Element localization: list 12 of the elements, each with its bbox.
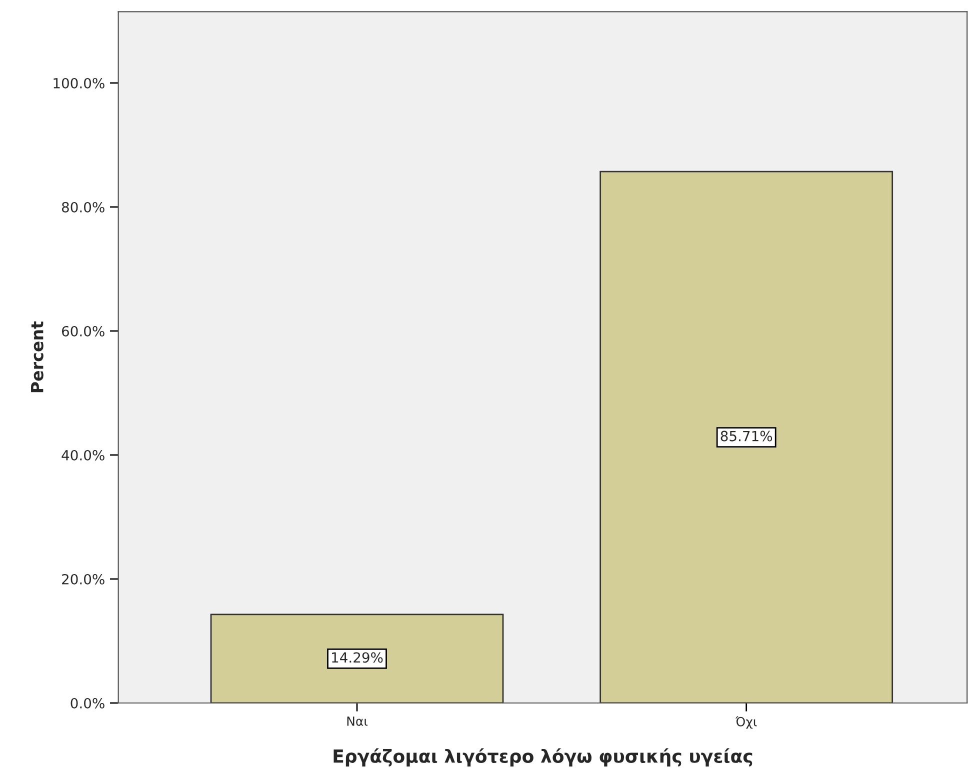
x-tick-label: Ναι	[347, 716, 368, 726]
y-axis-title: Percent	[31, 321, 44, 392]
x-axis-title: Εργάζομαι λιγότερο λόγω φυσικής υγείας	[334, 748, 752, 766]
data-label: 14.29%	[332, 652, 383, 663]
y-tick-label: 40.0%	[62, 450, 104, 460]
y-tick-label: 20.0%	[62, 574, 104, 584]
y-tick-label: 100.0%	[54, 78, 104, 88]
data-label: 85.71%	[720, 430, 772, 442]
y-tick-label: 60.0%	[62, 326, 104, 336]
x-tick-label: Όχι	[735, 716, 757, 729]
y-tick-label: 80.0%	[62, 202, 104, 212]
y-tick-label: 0.0%	[70, 698, 104, 708]
